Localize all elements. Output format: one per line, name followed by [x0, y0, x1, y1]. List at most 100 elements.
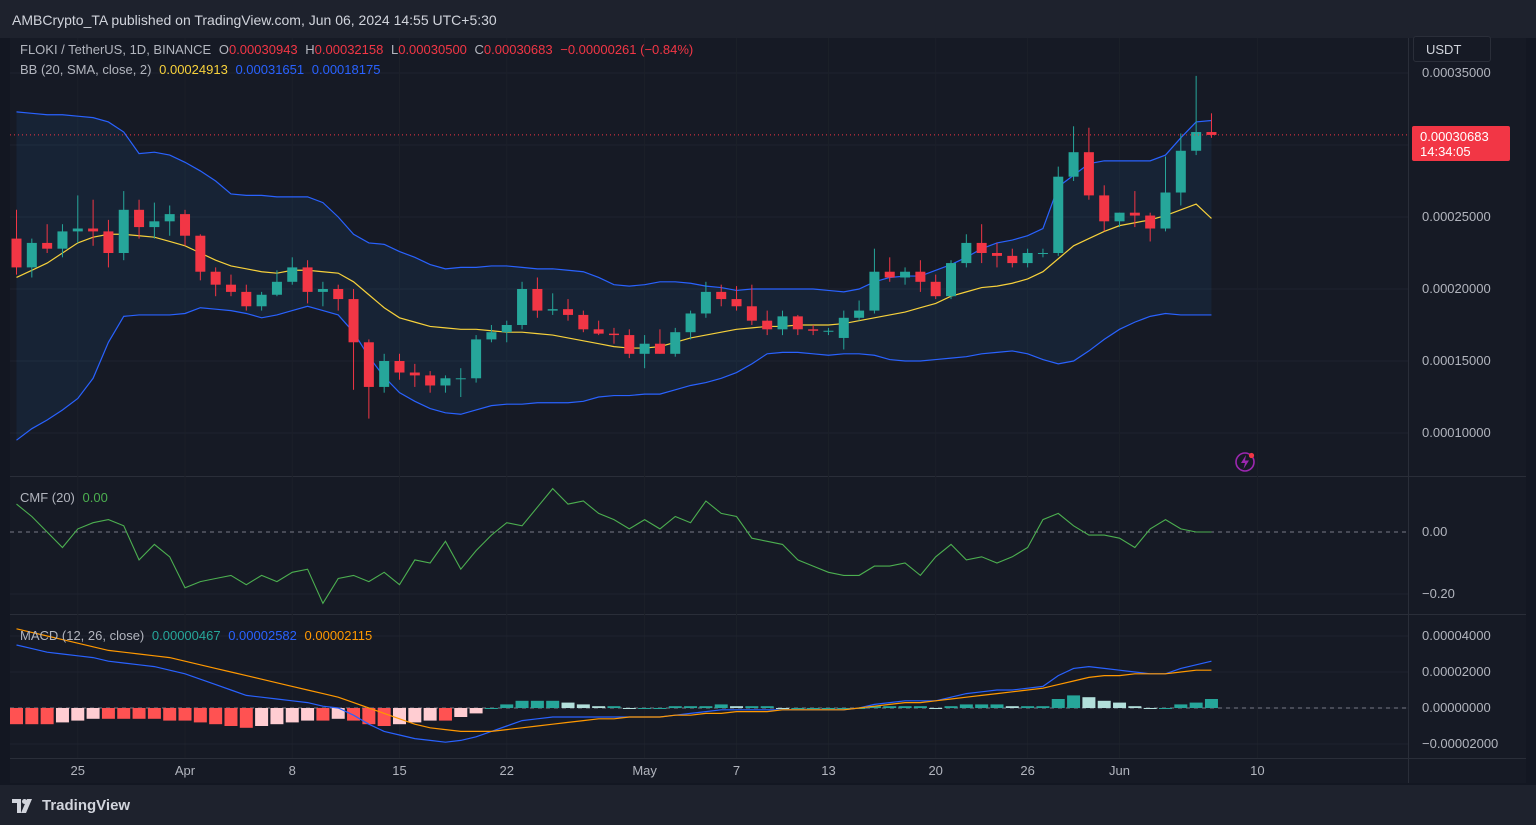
- candle-body: [838, 317, 849, 338]
- candle-body: [991, 253, 1002, 256]
- macd-histogram-bar: [561, 702, 575, 708]
- macd-histogram-bar: [55, 708, 69, 723]
- bb-lower-value: 0.00018175: [311, 62, 381, 77]
- candle-body: [884, 271, 895, 278]
- tradingview-logo[interactable]: TradingView: [12, 797, 130, 814]
- macd-histogram-bar: [71, 708, 85, 721]
- macd-histogram-bar: [377, 708, 391, 726]
- close-label: C: [474, 42, 484, 57]
- lightning-alert-icon[interactable]: [1234, 451, 1256, 473]
- macd-histogram-bar: [362, 708, 376, 725]
- currency-button[interactable]: USDT: [1413, 36, 1491, 62]
- high-value: 0.00032158: [314, 42, 384, 57]
- bb-legend: BB (20, SMA, close, 2) 0.00024913 0.0003…: [20, 62, 384, 77]
- macd-tick-label: 0.00004000: [1422, 628, 1491, 643]
- candle-body: [425, 375, 436, 386]
- macd-histogram-bar: [393, 708, 406, 725]
- macd-histogram-bar: [959, 704, 973, 708]
- macd-histogram-bar: [1021, 706, 1035, 708]
- macd-histogram-bar: [1128, 706, 1142, 708]
- macd-histogram-bar: [86, 708, 100, 719]
- macd-tick-label: −0.00002000: [1422, 736, 1498, 751]
- macd-histogram-bar: [530, 700, 544, 708]
- macd-histogram-bar: [147, 708, 161, 719]
- macd-histogram-bar: [653, 708, 667, 709]
- time-tick-label: 8: [289, 763, 296, 778]
- price-tick-label: 0.00035000: [1422, 65, 1491, 80]
- time-tick-label: 22: [500, 763, 514, 778]
- cmf-label[interactable]: CMF (20): [20, 490, 75, 505]
- cmf-tick-label: 0.00: [1422, 524, 1447, 539]
- symbol-label[interactable]: FLOKI / TetherUS, 1D, BINANCE: [20, 42, 212, 57]
- macd-line: [16, 644, 1212, 743]
- candle-body: [1083, 152, 1094, 196]
- macd-histogram-bar: [638, 708, 652, 709]
- macd-histogram-bar: [592, 706, 606, 708]
- candle-body: [900, 271, 911, 278]
- time-tick-label: 20: [928, 763, 942, 778]
- candle-body: [716, 291, 727, 300]
- time-tick-label: 15: [392, 763, 406, 778]
- price-tick-label: 0.00015000: [1422, 353, 1491, 368]
- macd-histogram-bar: [929, 708, 943, 709]
- candle-body: [517, 289, 528, 325]
- candle-body: [164, 214, 175, 222]
- candle-body: [1145, 215, 1156, 229]
- bb-label[interactable]: BB (20, SMA, close, 2): [20, 62, 152, 77]
- candle-body: [210, 271, 221, 285]
- chart-frame[interactable]: [10, 38, 1526, 783]
- candle-body: [42, 242, 53, 249]
- macd-legend: MACD (12, 26, close) 0.00000467 0.000025…: [20, 628, 376, 643]
- time-tick-label: 7: [733, 763, 740, 778]
- price-tick-label: 0.00020000: [1422, 281, 1491, 296]
- macd-histogram-bar: [40, 708, 54, 725]
- candle-body: [271, 281, 282, 295]
- bb-upper-line: [16, 111, 1212, 293]
- candle-body: [134, 209, 145, 228]
- time-tick-label: 13: [821, 763, 835, 778]
- candle-body: [1068, 152, 1079, 177]
- bb-basis-line: [16, 203, 1212, 349]
- macd-label[interactable]: MACD (12, 26, close): [20, 628, 145, 643]
- candle-body: [409, 372, 420, 376]
- publisher-line: AMBCrypto_TA published on TradingView.co…: [12, 12, 497, 28]
- candle-body: [930, 281, 941, 297]
- candle-body: [961, 242, 972, 264]
- time-tick-label: Apr: [175, 763, 196, 778]
- macd-histogram-bar: [1051, 699, 1065, 708]
- candle-body: [1114, 212, 1125, 222]
- bb-lower-line: [16, 305, 1212, 441]
- footer-bar: [0, 785, 1536, 825]
- candle-body: [1007, 255, 1018, 264]
- cmf-legend: CMF (20) 0.00: [20, 490, 112, 505]
- macd-histogram-bar: [1204, 699, 1218, 708]
- macd-histogram-bar: [1005, 706, 1019, 708]
- candle-body: [593, 329, 604, 334]
- candle-body: [1206, 132, 1217, 135]
- candle-body: [915, 271, 926, 282]
- macd-histogram-bar: [883, 706, 897, 708]
- macd-histogram-bar: [500, 704, 514, 708]
- candle-body: [624, 335, 635, 354]
- bb-upper-value: 0.00031651: [235, 62, 305, 77]
- cmf-line: [16, 487, 1212, 605]
- candle-body: [746, 306, 757, 321]
- candle-body: [348, 299, 359, 343]
- macd-histogram-bar: [898, 706, 912, 708]
- candle-body: [762, 320, 773, 330]
- macd-histogram-bar: [469, 708, 483, 714]
- candle-body: [225, 284, 236, 292]
- candle-body: [1099, 195, 1110, 222]
- macd-histogram-bar: [1082, 697, 1096, 708]
- candle-body: [501, 325, 512, 333]
- time-tick-label: May: [632, 763, 657, 778]
- candle-body: [394, 361, 405, 373]
- macd-histogram-bar: [178, 708, 192, 721]
- macd-histogram-bar: [806, 708, 820, 709]
- candle-body: [1022, 253, 1033, 264]
- macd-histogram-bar: [224, 708, 238, 726]
- candle-body: [149, 221, 160, 228]
- macd-histogram-bar: [515, 700, 529, 708]
- macd-line-value: 0.00002582: [228, 628, 297, 643]
